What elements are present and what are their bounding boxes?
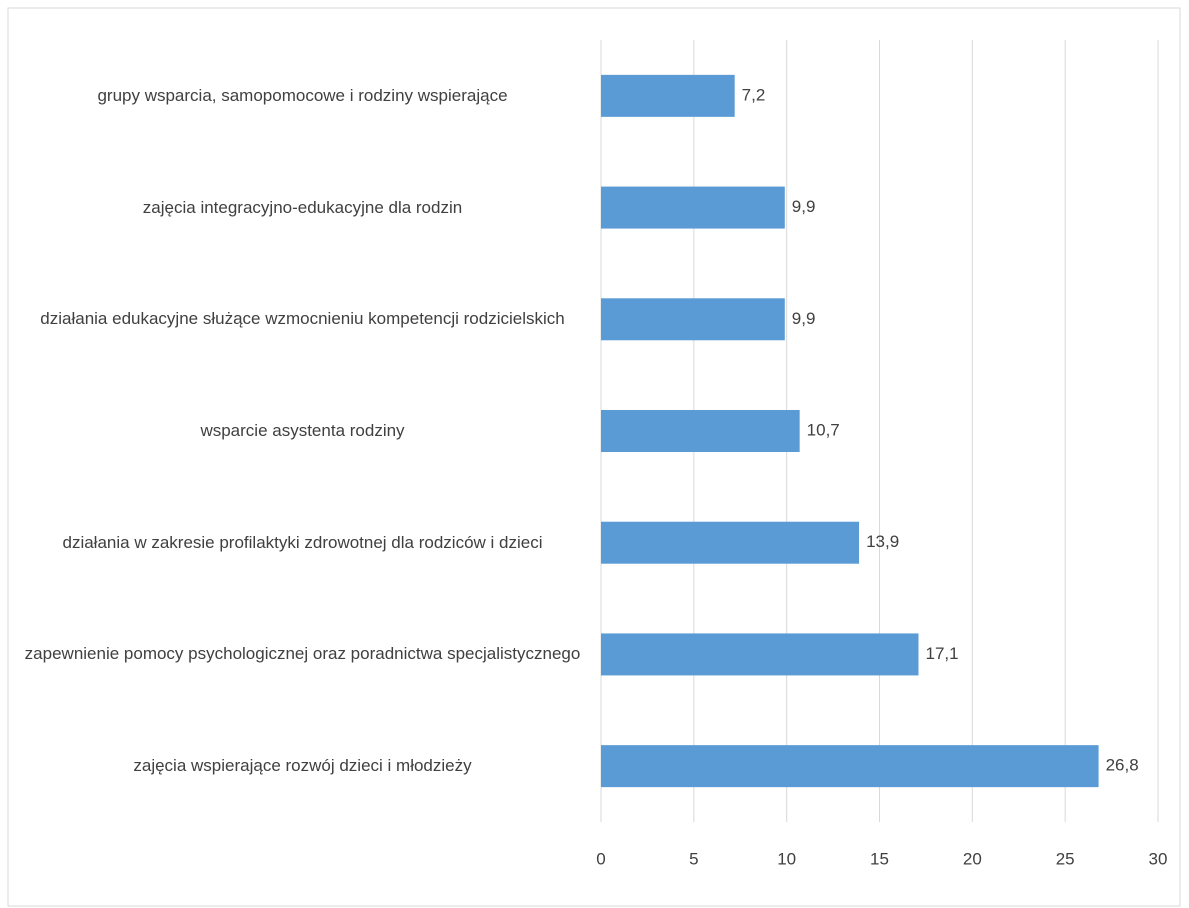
chart-border <box>7 7 1181 907</box>
data-label: 17,1 <box>925 644 958 663</box>
x-tick-label: 15 <box>870 849 889 868</box>
x-tick-label: 25 <box>1056 849 1075 868</box>
y-tick-label: zajęcia wspierające rozwój dzieci i młod… <box>133 756 472 776</box>
data-label: 7,2 <box>742 85 766 104</box>
x-tick-label: 5 <box>689 849 698 868</box>
bar <box>601 745 1099 788</box>
y-tick-label: zajęcia integracyjno-edukacyjne dla rodz… <box>142 197 463 217</box>
bar <box>601 410 800 452</box>
data-label: 13,9 <box>866 532 899 551</box>
data-label: 26,8 <box>1106 756 1139 775</box>
y-tick-label: wsparcie asystenta rodziny <box>200 421 405 440</box>
bar <box>601 521 860 564</box>
data-label: 10,7 <box>807 420 840 439</box>
bar <box>601 633 919 676</box>
data-label: 9,9 <box>792 309 816 328</box>
x-tick-label: 10 <box>777 849 796 868</box>
bar <box>601 298 785 341</box>
y-tick-label: grupy wsparcia, samopomocowe i rodziny w… <box>97 85 508 105</box>
x-tick-label: 30 <box>1149 849 1168 868</box>
y-tick-label: działania edukacyjne służące wzmocnieniu… <box>40 309 565 329</box>
bar <box>601 186 785 229</box>
bar <box>601 74 735 117</box>
data-label: 9,9 <box>792 197 816 216</box>
x-tick-label: 0 <box>596 849 605 868</box>
y-tick-label: działania w zakresie profilaktyki zdrowo… <box>62 532 543 552</box>
x-tick-label: 20 <box>963 849 982 868</box>
y-tick-label: zapewnienie pomocy psychologicznej oraz … <box>24 644 581 664</box>
